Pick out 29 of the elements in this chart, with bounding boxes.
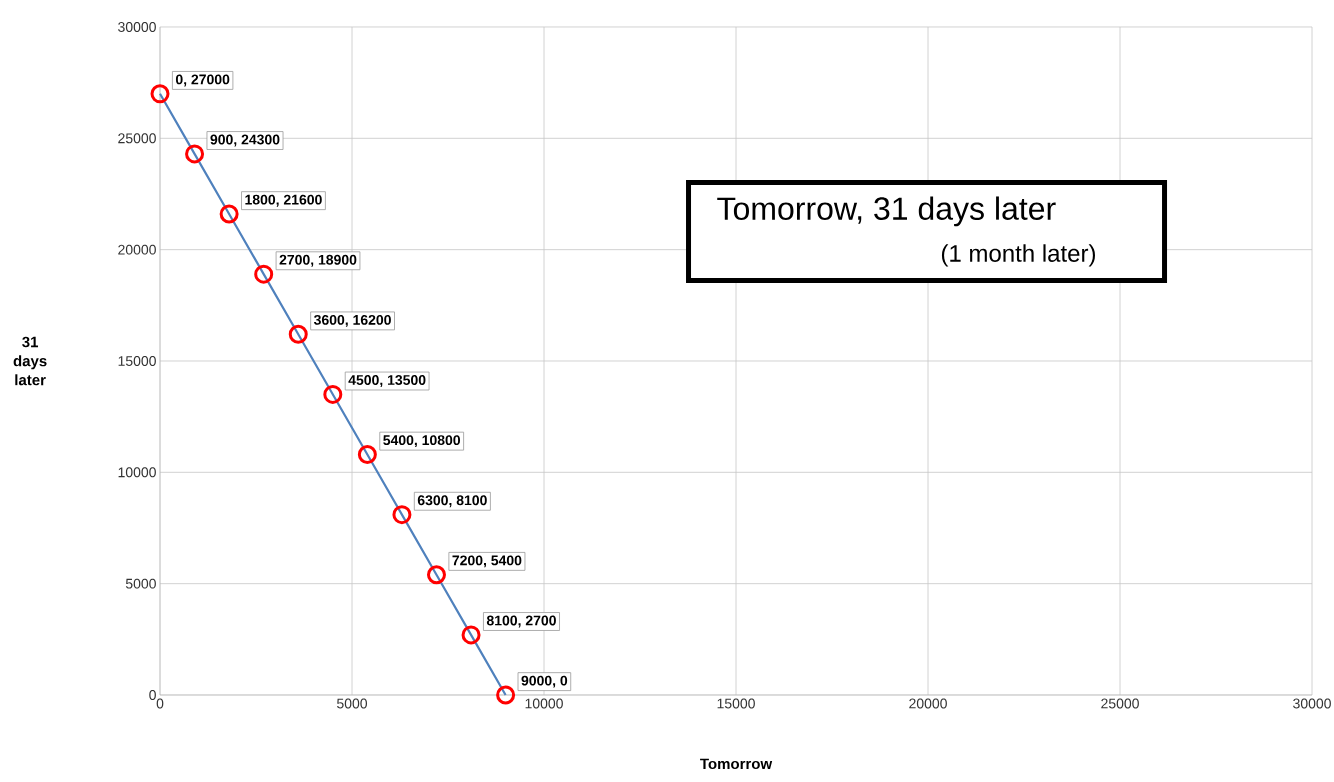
data-label: 5400, 10800 (383, 435, 461, 448)
y-axis-title: 31 days later (13, 336, 47, 386)
y-tick-label: 25000 (118, 133, 156, 144)
y-tick-label: 15000 (118, 356, 156, 366)
data-label: 2700, 18900 (279, 254, 357, 267)
data-label: 7200, 5400 (452, 555, 522, 568)
y-tick-label: 20000 (118, 244, 156, 255)
x-axis-title: Tomorrow (700, 758, 773, 770)
x-tick-label: 20000 (909, 698, 947, 709)
data-label: 3600, 16200 (313, 314, 391, 327)
y-tick-label: 5000 (125, 578, 156, 589)
text: (1 month later) (941, 244, 1095, 267)
data-label: 9000, 0 (521, 675, 568, 688)
x-tick-label: 15000 (717, 698, 755, 709)
text: Tomorrow, 31 days later (717, 196, 1056, 227)
y-tick-label: 0 (149, 690, 156, 700)
y-tick-label: 10000 (118, 467, 156, 478)
data-label: 8100, 2700 (486, 615, 556, 628)
x-tick-label: 0 (156, 698, 164, 709)
x-tick-label: 25000 (1101, 698, 1139, 709)
x-tick-label: 5000 (337, 698, 368, 709)
data-label: 4500, 13500 (348, 375, 426, 387)
data-label: 6300, 8100 (417, 495, 487, 508)
x-tick-label: 10000 (525, 698, 563, 709)
data-label: 0, 27000 (175, 74, 230, 87)
y-tick-label: 30000 (118, 22, 156, 32)
data-label: 1800, 21600 (245, 194, 322, 207)
x-tick-label: 30000 (1293, 698, 1331, 709)
data-label: 900, 24300 (210, 134, 280, 147)
